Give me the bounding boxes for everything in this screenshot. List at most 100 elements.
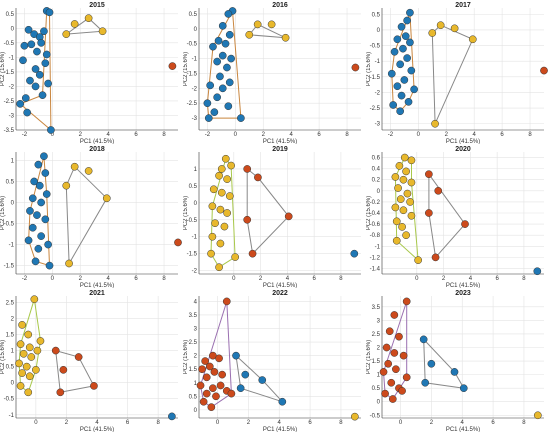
y-tick-label: 2.5 <box>6 300 15 306</box>
point-blue <box>421 378 430 387</box>
x-tick-label: 6 <box>134 132 138 138</box>
y-tick-label: -1 <box>9 413 15 419</box>
y-tick-label: -3 <box>375 122 381 128</box>
point-red <box>199 397 208 406</box>
point-blue <box>44 240 52 249</box>
y-tick-label: -1 <box>192 57 198 63</box>
y-tick-label: -3 <box>9 113 15 119</box>
x-tick-label: 8 <box>345 132 349 138</box>
point-gold <box>414 256 422 264</box>
y-tick-label: -3 <box>192 116 198 122</box>
x-tick-label: 0 <box>51 276 55 282</box>
point-blue <box>223 63 231 72</box>
point-gold <box>395 162 404 170</box>
point-blue <box>44 79 52 88</box>
point-gold <box>216 239 225 248</box>
x-tick-label: 4 <box>461 420 465 426</box>
y-tick-label: -1.5 <box>4 70 15 76</box>
point-gold <box>65 259 73 268</box>
point-red <box>216 381 225 390</box>
point-gold <box>431 119 439 128</box>
point-blue <box>23 108 32 117</box>
point-blue <box>390 47 399 56</box>
y-tick-label: -1 <box>9 55 15 61</box>
x-tick-label: 8 <box>339 276 343 282</box>
pca-panel-2022: 0 2 4 6 8 0 0.5 1 1.5 2 2.5 3 3.5 4 2022 PC1 (41.5%) PC2… <box>183 290 361 432</box>
point-blue <box>406 8 414 17</box>
y-tick-label: 1 <box>377 373 381 379</box>
point-gold <box>102 194 111 203</box>
x-tick-label: 8 <box>339 420 343 426</box>
point-red <box>425 209 433 217</box>
point-gold <box>391 203 400 212</box>
x-tick-label: -2 <box>22 276 28 282</box>
point-gold <box>25 343 34 352</box>
y-tick-label: 0 <box>377 400 381 406</box>
point-gold <box>223 209 231 217</box>
y-tick-label: 0 <box>11 26 15 32</box>
point-gold <box>402 231 410 240</box>
y-tick-label: -2.5 <box>187 101 198 107</box>
point-red <box>196 381 205 390</box>
point-blue <box>410 85 418 94</box>
point-blue <box>45 8 54 17</box>
point-gold <box>22 362 31 371</box>
point-blue <box>26 76 34 85</box>
x-tick-label: 2 <box>259 276 263 282</box>
pca-panel-2017: -2 0 2 4 6 8 -3 -2.5 -2 -1.5 -1 -0.5 0 0.5 2017 PC1 (41… <box>366 2 548 144</box>
x-tick-label: -2 <box>22 132 28 138</box>
x-axis-label: PC1 (41.5%) <box>80 139 114 144</box>
point-blue <box>241 370 250 379</box>
point-blue <box>40 27 48 36</box>
point-blue <box>37 198 45 207</box>
point-gold <box>209 185 218 194</box>
pca-panel-2016: -2 0 2 4 6 8 -3 -2.5 -2 -1.5 -1 -0.5 0 0.5 2016 PC1 (41… <box>183 2 361 144</box>
point-gold <box>24 330 33 339</box>
point-blue <box>236 384 245 393</box>
point-gold <box>217 188 226 197</box>
point-blue <box>16 100 25 108</box>
point-blue <box>397 22 406 31</box>
point-red <box>385 327 394 336</box>
point-red <box>210 368 219 376</box>
hull-gold <box>431 24 474 124</box>
x-tick-label: 6 <box>491 420 495 426</box>
x-axis-label: PC1 (41.5%) <box>263 139 297 144</box>
y-tick-label: 0.2 <box>372 178 381 184</box>
panel-title: 2016 <box>272 2 288 9</box>
point-gold <box>216 205 225 214</box>
y-tick-label: 2.5 <box>189 340 198 346</box>
y-tick-label: 0.5 <box>189 184 198 190</box>
x-tick-label: 4 <box>290 132 294 138</box>
point-blue <box>213 93 222 102</box>
point-gold <box>36 337 45 345</box>
point-red <box>51 346 60 355</box>
y-tick-label: -2 <box>375 90 381 96</box>
point-blue <box>31 65 40 73</box>
point-red <box>222 297 231 306</box>
x-tick-label: 0 <box>399 420 403 426</box>
point-blue <box>227 54 235 63</box>
point-blue <box>214 36 223 45</box>
point-blue <box>396 60 405 69</box>
y-tick-label: -2 <box>9 84 15 90</box>
pca-panel-2019: 0 2 4 6 8 -2 -1.5 -1 -0.5 0 0.5 1 2019 PC1 (41.5%) PC2… <box>183 146 361 288</box>
point-gold <box>428 29 437 37</box>
point-blue <box>33 211 41 219</box>
point-red <box>243 215 252 224</box>
point-red <box>540 66 548 75</box>
point-gold <box>400 153 409 162</box>
point-blue <box>28 223 37 232</box>
y-tick-label: 2 <box>377 346 381 352</box>
point-blue <box>34 244 43 253</box>
point-blue <box>393 82 402 91</box>
point-blue <box>37 232 45 240</box>
point-gold <box>16 340 25 349</box>
point-gold <box>391 173 400 181</box>
x-tick-label: 2 <box>262 132 266 138</box>
x-tick-label: 0 <box>232 276 236 282</box>
point-blue <box>26 207 34 215</box>
point-red <box>379 368 388 376</box>
x-tick-label: 2 <box>442 276 446 282</box>
point-red <box>434 186 443 195</box>
